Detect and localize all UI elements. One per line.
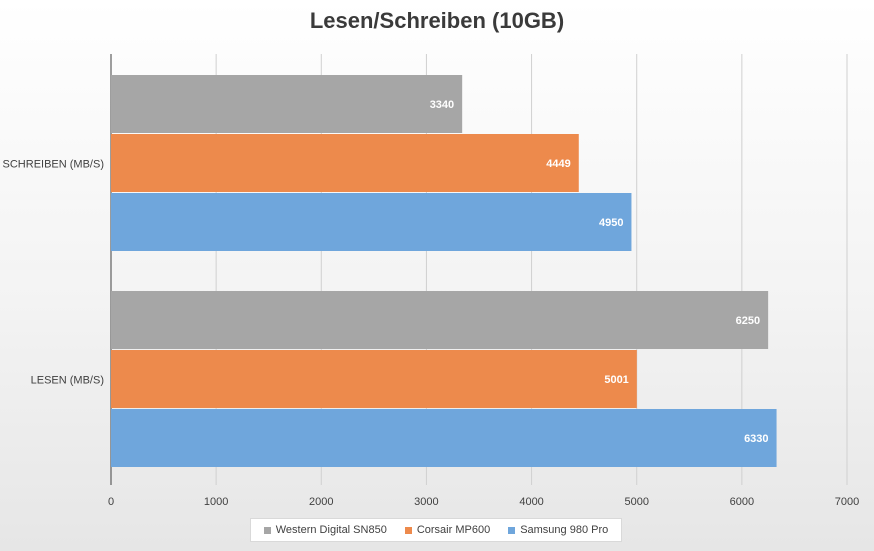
x-tick-label: 3000	[414, 496, 438, 508]
data-label: 4950	[599, 217, 623, 229]
data-label: 5001	[604, 374, 628, 386]
x-tick-label: 4000	[519, 496, 543, 508]
data-label: 6250	[736, 315, 760, 327]
x-tick-label: 0	[108, 496, 114, 508]
bar	[111, 291, 769, 349]
chart-title: Lesen/Schreiben (10GB)	[309, 8, 565, 33]
x-tick-label: 6000	[730, 496, 754, 508]
x-tick-label: 5000	[624, 496, 648, 508]
bar	[111, 75, 463, 133]
data-label: 6330	[744, 433, 768, 445]
category-label: LESEN (MB/S)	[31, 375, 104, 387]
legend-label: Corsair MP600	[416, 524, 491, 536]
legend-item: Western Digital SN850	[263, 524, 387, 536]
x-tick-label: 1000	[204, 496, 228, 508]
legend-label: Samsung 980 Pro	[520, 524, 609, 536]
data-label: 3340	[430, 99, 454, 111]
legend-item: Samsung 980 Pro	[508, 524, 608, 536]
chart-legend: Western Digital SN850 Corsair MP600 Samsun…	[250, 518, 622, 542]
x-tick-label: 2000	[309, 496, 333, 508]
category-label: SCHREIBEN (MB/S)	[3, 159, 104, 171]
legend-item: Corsair MP600	[404, 524, 491, 536]
x-tick-label: 7000	[835, 496, 859, 508]
bar	[111, 350, 637, 408]
data-label: 4449	[546, 158, 570, 170]
legend-swatch	[263, 526, 271, 534]
legend-label: Western Digital SN850	[275, 524, 387, 536]
legend-swatch	[508, 526, 516, 534]
legend-swatch	[404, 526, 412, 534]
bar	[111, 134, 579, 192]
bar	[111, 193, 632, 251]
bar	[111, 409, 777, 467]
